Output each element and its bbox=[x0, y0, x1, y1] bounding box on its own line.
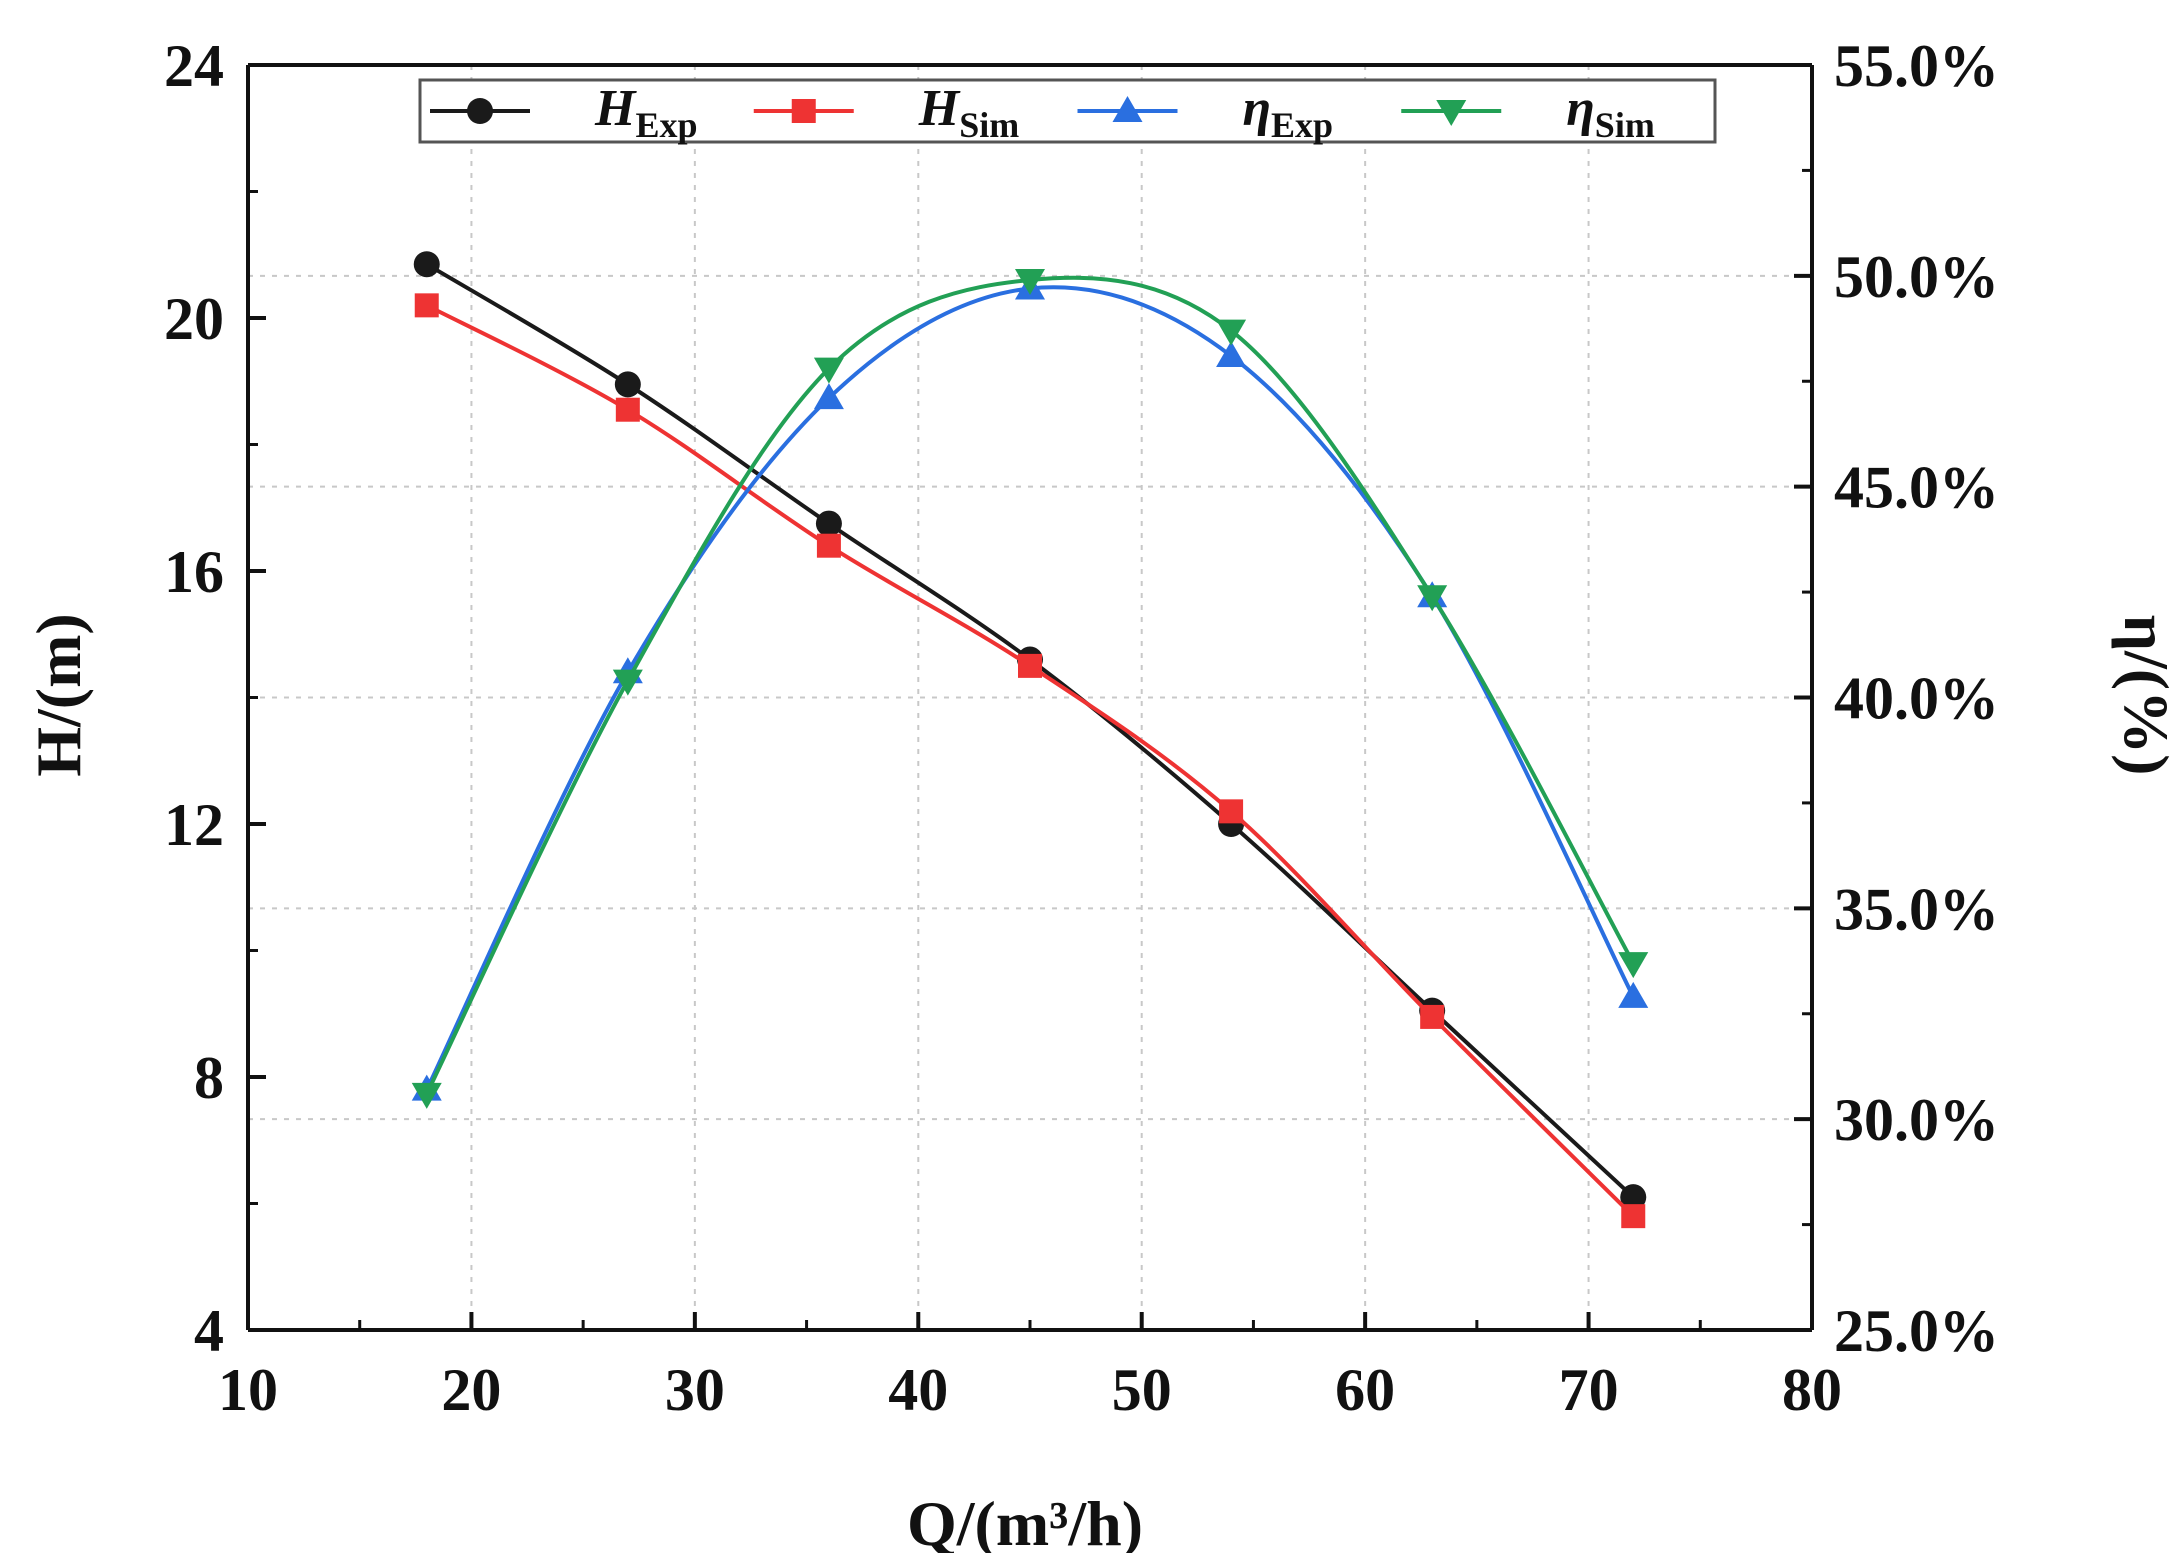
legend-marker-eta_exp bbox=[1112, 96, 1143, 122]
legend-label-main: H bbox=[594, 80, 637, 137]
x-tick-label: 20 bbox=[441, 1357, 501, 1423]
y-left-tick-label: 16 bbox=[164, 539, 224, 605]
data-point-h_sim bbox=[414, 293, 439, 318]
y-left-tick-label: 24 bbox=[164, 33, 224, 99]
legend-item-h_exp: HExp bbox=[430, 80, 698, 145]
y-right-tick-label: 25.0% bbox=[1834, 1298, 1999, 1364]
y-axis-right-title: η/(%) bbox=[2111, 615, 2171, 776]
data-point-h_exp bbox=[815, 510, 842, 537]
y-left-tick-label: 20 bbox=[164, 286, 224, 352]
legend-marker-h_exp bbox=[467, 98, 493, 124]
x-tick-label: 80 bbox=[1782, 1357, 1842, 1423]
x-axis-title: Q/(m³/h) bbox=[907, 1488, 1143, 1553]
legend-item-eta_exp: ηExp bbox=[1077, 80, 1334, 145]
legend-label-subscript: Sim bbox=[959, 105, 1019, 145]
legend-label-subscript: Exp bbox=[1271, 105, 1333, 145]
data-point-eta_sim bbox=[1216, 319, 1247, 346]
data-point-eta_sim bbox=[411, 1082, 442, 1109]
data-point-eta_sim bbox=[612, 669, 643, 696]
x-tick-label: 40 bbox=[888, 1357, 948, 1423]
x-tick-label: 10 bbox=[218, 1357, 278, 1423]
legend-item-h_sim: HSim bbox=[753, 80, 1019, 145]
axes: 10 20 30 40 50 60 70 80 4 8 12 16 20 24 25.0% 30.0% 35.0… bbox=[164, 33, 1999, 1423]
series-h_sim bbox=[414, 293, 1646, 1229]
data-point-h_sim bbox=[816, 533, 841, 558]
legend-label-h_sim: HSim bbox=[918, 80, 1019, 145]
y-right-tick-label: 30.0% bbox=[1834, 1087, 1999, 1153]
data-point-h_sim bbox=[1018, 653, 1042, 678]
data-point-eta_exp bbox=[1216, 340, 1247, 367]
series-eta_sim bbox=[411, 269, 1649, 1109]
axis-labels: Q/(m³/h) H/(m) η/(%) bbox=[23, 613, 2171, 1553]
y-right-tick-label: 55.0% bbox=[1834, 33, 1999, 99]
data-point-h_sim bbox=[1219, 799, 1244, 824]
y-left-tick-label: 8 bbox=[194, 1045, 224, 1111]
data-point-eta_exp bbox=[813, 383, 844, 410]
data-point-h_sim bbox=[615, 397, 640, 422]
legend-label-main: H bbox=[918, 80, 961, 137]
data-point-eta_sim bbox=[1417, 585, 1448, 612]
legend-label-main: η bbox=[1243, 80, 1272, 137]
legend-label-subscript: Exp bbox=[635, 105, 697, 145]
legend: HExp HSim ηExp ηSim bbox=[418, 78, 1717, 145]
y-right-tick-label: 50.0% bbox=[1834, 244, 1999, 310]
legend-item-eta_sim: ηSim bbox=[1401, 80, 1655, 145]
data-point-h_exp bbox=[614, 371, 641, 398]
x-tick-label: 70 bbox=[1559, 1357, 1619, 1423]
x-tick-label: 50 bbox=[1112, 1357, 1172, 1423]
y-right-tick-label: 35.0% bbox=[1834, 876, 1999, 942]
data-point-eta_sim bbox=[1015, 269, 1045, 296]
legend-label-h_exp: HExp bbox=[594, 80, 698, 145]
data-point-h_exp bbox=[1620, 1184, 1647, 1211]
data-point-eta_sim bbox=[813, 357, 844, 384]
legend-label-eta_sim: ηSim bbox=[1566, 80, 1655, 145]
legend-marker-h_sim bbox=[791, 99, 816, 123]
y-axis-left-title: H/(m) bbox=[23, 613, 94, 777]
legend-marker-eta_sim bbox=[1436, 100, 1467, 126]
data-point-h_sim bbox=[1420, 1004, 1445, 1029]
data-point-h_exp bbox=[413, 251, 440, 278]
legend-label-subscript: Sim bbox=[1595, 105, 1655, 145]
y-left-tick-label: 4 bbox=[194, 1298, 224, 1364]
y-right-tick-label: 40.0% bbox=[1834, 666, 1999, 732]
series-group bbox=[411, 251, 1649, 1229]
data-point-eta_sim bbox=[1618, 952, 1649, 979]
data-point-h_sim bbox=[1621, 1204, 1646, 1229]
legend-label-main: η bbox=[1566, 80, 1595, 137]
y-left-tick-label: 12 bbox=[164, 792, 224, 858]
x-tick-label: 30 bbox=[665, 1357, 725, 1423]
data-point-eta_exp bbox=[1618, 981, 1649, 1008]
x-tick-label: 60 bbox=[1335, 1357, 1395, 1423]
legend-label-eta_exp: ηExp bbox=[1243, 80, 1334, 145]
y-right-tick-label: 45.0% bbox=[1834, 455, 1999, 521]
